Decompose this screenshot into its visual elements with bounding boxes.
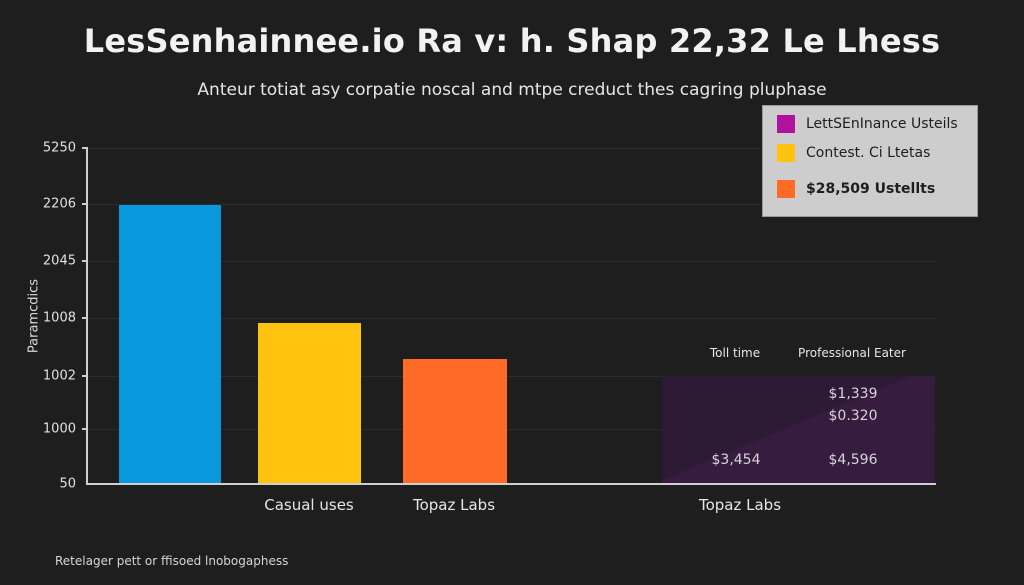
bar-series-1[interactable] [119,205,221,484]
y-tick [82,147,88,149]
legend-item[interactable]: Contest. Ci Ltetas [777,143,930,163]
footer-note: Retelager pett or ffisoed lnobogaphess [55,554,289,568]
x-axis-line [86,483,936,485]
value-cell: $3,454 [711,452,761,468]
diagonal-highlight-shape [662,376,935,484]
legend-swatch-yellow [777,144,795,162]
value-cell: $4,596 [828,452,878,468]
y-tick [82,203,88,205]
y-tick-label: 2206 [42,196,76,212]
y-tick [82,317,88,319]
x-label-topaz-labs: Topaz Labs [412,496,496,514]
value-cell: $0.320 [828,408,878,424]
bar-casual-uses[interactable] [258,323,361,484]
y-tick-label: 2045 [42,253,76,269]
y-tick-label: 50 [59,476,76,492]
chart-subtitle: Anteur totiat asy corpatie noscal and mt… [197,80,827,100]
gridline [88,318,936,319]
chart-legend: LettSEnInance Usteils Contest. Ci Ltetas… [762,105,978,217]
legend-label: LettSEnInance Usteils [806,116,958,132]
column-header-toll-time: Toll time [709,346,761,360]
bar-topaz-labs[interactable] [403,359,507,484]
x-label-topaz-labs-region: Topaz Labs [698,496,782,514]
column-header-professional-eater: Professional Eater [798,346,906,360]
gridline [88,204,936,205]
gridline [88,261,936,262]
y-tick-label: 1002 [42,368,76,384]
legend-swatch-orange [777,180,795,198]
gridline [88,376,936,377]
legend-label: $28,509 Ustellts [806,181,936,197]
gridline [88,148,936,149]
y-tick [82,375,88,377]
topaz-labs-region [662,376,935,484]
gridline [88,429,936,430]
legend-label: Contest. Ci Ltetas [806,145,931,161]
y-tick-label: 1000 [42,421,76,437]
value-cell: $1,339 [828,386,878,402]
y-tick [82,260,88,262]
y-tick-label: 1008 [42,310,76,326]
legend-item[interactable]: $28,509 Ustellts [777,179,935,199]
legend-swatch-magenta [777,115,795,133]
legend-item[interactable]: LettSEnInance Usteils [777,114,958,134]
x-label-casual-uses: Casual uses [264,496,354,514]
y-axis-line [86,147,88,485]
y-tick [82,428,88,430]
y-tick-label: 5250 [42,140,76,156]
chart-title: LesSenhainnee.io Ra v: h. Shap 22,32 Le … [83,22,941,60]
